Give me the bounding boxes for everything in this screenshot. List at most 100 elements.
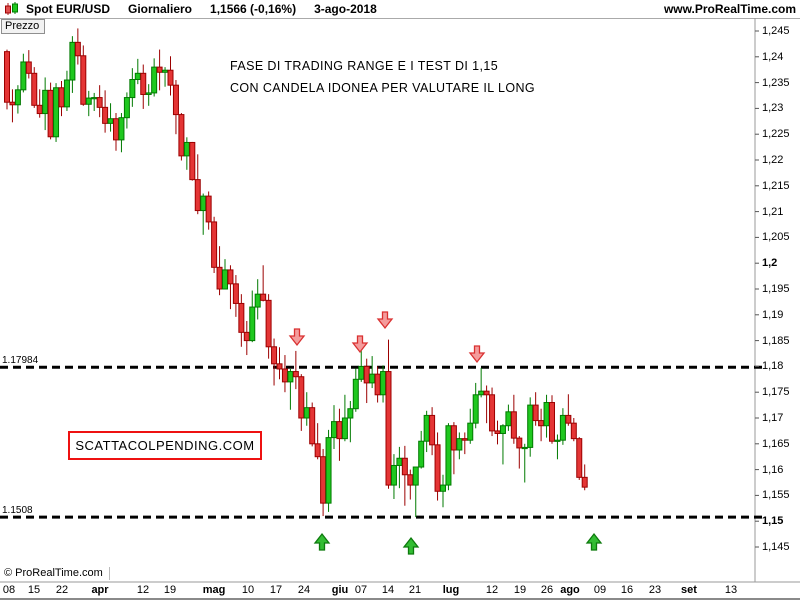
- price-axis-label: 1,23: [762, 102, 784, 115]
- candle-body: [271, 346, 278, 365]
- candle-body: [320, 456, 327, 504]
- price-axis-label: 1,19: [762, 308, 784, 321]
- candle-body: [151, 66, 158, 94]
- candle-body: [134, 72, 141, 81]
- time-axis-label: mag: [202, 584, 226, 596]
- candlestick-chart-icon: [4, 2, 20, 16]
- candle-body: [162, 69, 169, 73]
- candle-body: [25, 61, 32, 74]
- price-axis-label: 1,195: [762, 283, 790, 295]
- candle-body: [123, 97, 130, 119]
- candle-body: [276, 363, 283, 370]
- time-axis-label: 09: [593, 584, 607, 596]
- candle-body: [576, 438, 583, 478]
- annotation-text: FASE DI TRADING RANGE E I TEST DI 1,15 C…: [230, 56, 535, 100]
- candle-body: [532, 404, 539, 422]
- candle-body: [200, 195, 207, 212]
- candle-body: [145, 92, 152, 95]
- candle-body: [565, 414, 572, 424]
- price-axis-label: 1,215: [762, 179, 790, 192]
- candle-body: [314, 443, 321, 458]
- candle-body: [205, 195, 212, 223]
- resistance-level-label: 1.17984: [2, 355, 39, 367]
- price-axis-label: 1,17: [762, 412, 784, 424]
- price-axis-label: 1,24: [762, 50, 784, 63]
- candle-body: [467, 422, 474, 441]
- time-axis-label: 24: [297, 584, 311, 596]
- candle-body: [42, 89, 49, 115]
- candle-body: [96, 97, 103, 108]
- candle-body: [298, 376, 305, 419]
- candle-body: [538, 420, 545, 427]
- candle-body: [243, 331, 250, 342]
- prorealtime-site-link[interactable]: www.ProRealTime.com: [663, 2, 796, 16]
- candle-body: [478, 390, 485, 396]
- time-axis-label: 26: [540, 584, 554, 596]
- candle-body: [440, 484, 446, 492]
- candle-body: [156, 66, 163, 73]
- candle-body: [102, 106, 109, 124]
- candle-body: [418, 440, 425, 468]
- price-tab[interactable]: Prezzo: [1, 19, 46, 34]
- time-axis-label: apr: [91, 584, 109, 596]
- down-arrow-icon: [288, 328, 306, 347]
- timeframe-label: Giornaliero: [128, 2, 193, 16]
- candle-body: [107, 118, 114, 124]
- candle-body: [281, 368, 288, 383]
- time-axis-label: giu: [331, 584, 349, 596]
- candle-body: [363, 365, 370, 384]
- time-axis-label: 15: [27, 584, 41, 596]
- candle-body: [527, 404, 534, 448]
- candle-body: [292, 371, 299, 378]
- price-axis-label: 1,185: [762, 334, 790, 347]
- price-axis-label: 1,145: [762, 541, 790, 553]
- time-axis-label: 19: [163, 584, 177, 596]
- candle-body: [9, 101, 16, 106]
- up-arrow-icon: [585, 532, 603, 551]
- candle-body: [36, 104, 43, 115]
- candle-body: [194, 179, 201, 212]
- candle-body: [303, 407, 310, 419]
- candle-body: [227, 269, 234, 285]
- up-arrow-icon: [402, 536, 420, 555]
- time-axis-label: lug: [442, 584, 460, 596]
- price-axis-label: 1,235: [762, 76, 790, 89]
- support-level-label: 1.1508: [2, 505, 33, 517]
- candle-body: [543, 402, 550, 427]
- price-axis-label: 1,15: [762, 515, 784, 528]
- candle-body: [91, 97, 98, 100]
- time-axis-label: 13: [724, 584, 738, 596]
- time-axis-label: 16: [620, 584, 634, 596]
- candle-body: [129, 79, 136, 99]
- candle-body: [63, 79, 70, 108]
- time-axis-label: 12: [485, 584, 499, 596]
- time-axis-label: 19: [513, 584, 527, 596]
- candle-body: [494, 430, 501, 434]
- candle-body: [347, 408, 354, 419]
- annotation-line1: FASE DI TRADING RANGE E I TEST DI 1,15: [230, 59, 499, 73]
- price-axis-label: 1,18: [762, 360, 784, 373]
- candle-body: [140, 72, 147, 95]
- candle-body: [369, 373, 376, 384]
- candle-body: [167, 69, 174, 86]
- price-axis-label: 1,205: [762, 231, 790, 244]
- down-arrow-icon: [376, 311, 394, 330]
- price-axis-label: 1,245: [762, 25, 790, 37]
- candle-body: [74, 41, 81, 57]
- candle-body: [380, 371, 387, 396]
- candle-body: [401, 457, 408, 476]
- candle-body: [249, 306, 256, 342]
- candle-body: [336, 421, 343, 440]
- scattacolpending-label-box: SCATTACOLPENDING.COM: [68, 431, 262, 460]
- candle-body: [499, 425, 506, 434]
- candle-body: [53, 87, 60, 138]
- time-axis-label: 07: [354, 584, 368, 596]
- price-axis-label: 1,175: [762, 386, 790, 399]
- candle-body: [287, 371, 294, 383]
- candle-body: [483, 390, 490, 396]
- price-axis-label: 1,225: [762, 128, 790, 141]
- candle-body: [183, 141, 190, 157]
- candle-body: [559, 414, 566, 441]
